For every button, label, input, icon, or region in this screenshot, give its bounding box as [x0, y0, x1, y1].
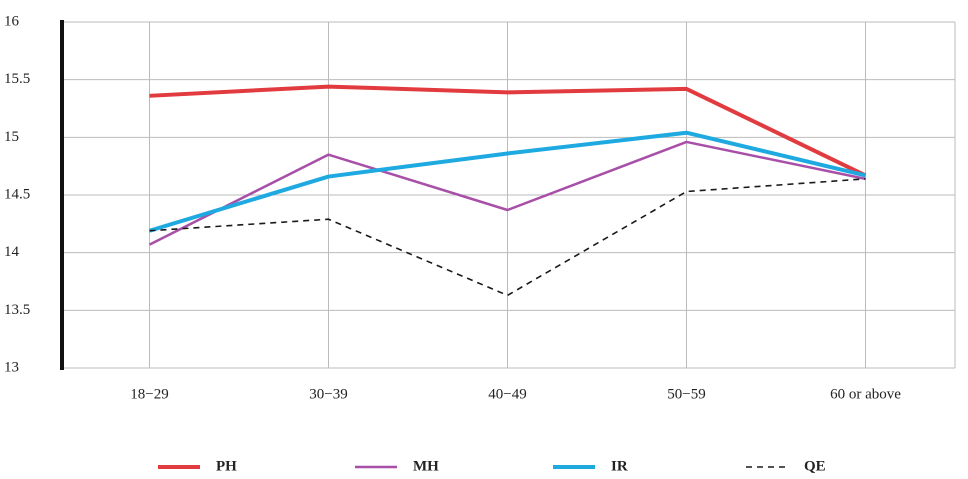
x-tick-label: 50−59: [667, 386, 705, 402]
legend-label: QE: [804, 458, 826, 474]
y-tick-label: 15.5: [4, 71, 30, 87]
series-line: [149, 84, 867, 178]
series-line: [149, 178, 866, 297]
y-tick-label: 13: [4, 359, 19, 375]
y-tick-label: 14.5: [4, 186, 30, 202]
y-tick-label: 14: [4, 244, 20, 260]
x-tick-label: 60 or above: [830, 386, 901, 402]
x-tick-label: 18−29: [130, 386, 168, 402]
y-tick-label: 15: [4, 129, 19, 145]
x-tick-label: 30−39: [309, 386, 347, 402]
y-tick-label: 13.5: [4, 302, 30, 318]
legend-label: PH: [216, 458, 237, 474]
legend-label: MH: [413, 458, 439, 474]
series-line: [148, 140, 866, 246]
x-tick-label: 40−49: [488, 386, 526, 402]
y-tick-label: 16: [4, 13, 20, 29]
series-line: [148, 130, 866, 233]
legend-label: IR: [611, 458, 628, 474]
